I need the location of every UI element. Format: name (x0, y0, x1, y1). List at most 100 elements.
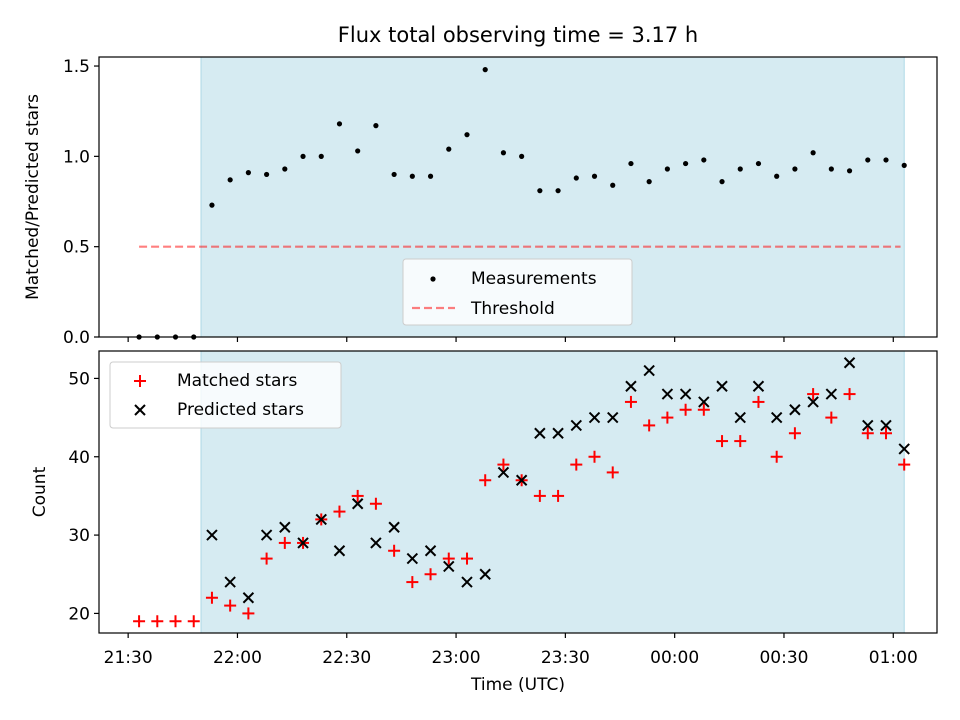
predicted-star-point (570, 419, 583, 432)
predicted-star-point-b (898, 443, 910, 455)
predicted-star-point (388, 521, 400, 533)
matched-star-point (788, 427, 801, 440)
top-panel: 0.0 0.5 1.0 1.5 Matched/Predicted stars Mea… (23, 56, 938, 348)
predicted-star-point-b (698, 396, 710, 408)
measurement-point (264, 171, 270, 178)
matched-star-point (424, 568, 437, 581)
measurement-point (555, 188, 561, 194)
predicted-star-point-b (370, 537, 382, 549)
matched-star-point (752, 395, 765, 408)
matched-star-point (205, 591, 218, 604)
legend-predicted-label: Predicted stars (177, 400, 304, 420)
measurement-point (409, 173, 415, 179)
matched-star-point (825, 411, 838, 424)
predicted-star-point (843, 357, 856, 369)
bottom-y-axis-label: Count (30, 466, 50, 517)
bottom-panel-frame (98, 350, 938, 634)
predicted-star-point (862, 419, 874, 432)
matched-star-point (460, 552, 473, 565)
top-panel-frame (98, 56, 938, 338)
legend-matched-marker (134, 375, 146, 387)
predicted-star-point (880, 419, 892, 432)
predicted-star-point-b (770, 411, 783, 424)
predicted-star-point (461, 576, 473, 588)
predicted-star-point (752, 380, 765, 392)
matched-star-point (570, 458, 583, 471)
x-tick-label: 00:00 (650, 648, 699, 668)
predicted-star-point (679, 388, 692, 400)
measurement-point (537, 188, 543, 194)
predicted-star-point (807, 396, 819, 408)
predicted-star-point-b (862, 419, 874, 432)
predicted-star-point (370, 537, 382, 549)
predicted-star-point-b (515, 474, 528, 486)
predicted-star-point (770, 411, 783, 424)
bottom-legend: Matched stars Predicted stars (109, 361, 342, 429)
x-tick-label: 23:00 (432, 648, 481, 668)
predicted-star-point-b (880, 419, 892, 432)
measurement-point (245, 170, 251, 176)
measurement-point (464, 132, 470, 138)
bottom-legend-box (109, 361, 342, 429)
bottom-x-ticks: 21:30 22:00 22:30 23:00 23:30 00:00 00:30 01:00 (104, 633, 918, 668)
matched-star-point (661, 411, 674, 424)
predicted-star-point (515, 474, 528, 486)
top-legend-box (402, 258, 633, 326)
bottom-y-tick-label: 20 (68, 604, 90, 624)
predicted-star-point-b (534, 427, 546, 439)
predicted-star-point (552, 427, 564, 439)
measurement-point (719, 179, 725, 185)
predicted-star-point (260, 529, 273, 541)
top-y-tick-label: 1.0 (63, 147, 90, 167)
measurement-point (482, 67, 488, 73)
predicted-star-point (242, 592, 255, 604)
predicted-star-point-b (242, 592, 255, 604)
matched-star-point (260, 552, 273, 565)
matched-star-markers (133, 388, 911, 628)
predicted-star-point (898, 443, 910, 455)
predicted-star-point-b (825, 388, 838, 400)
matched-star-point (898, 458, 911, 471)
measurement-point (500, 150, 507, 156)
measurement-point (391, 171, 397, 178)
measurement-point (227, 177, 233, 183)
matched-star-point (369, 497, 382, 510)
predicted-star-point-b (479, 568, 491, 580)
bottom-y-ticks: 20 30 40 50 (68, 369, 99, 624)
predicted-star-point (643, 364, 655, 377)
matched-star-point (624, 395, 637, 408)
predicted-star-point-b (843, 357, 856, 369)
predicted-star-point (224, 576, 236, 588)
measurement-point (628, 160, 634, 167)
predicted-star-point-b (279, 521, 291, 533)
matched-star-point (807, 388, 820, 401)
top-legend: Measurements Threshold (402, 258, 633, 326)
measurement-point (737, 166, 743, 172)
x-tick-label: 21:30 (104, 648, 153, 668)
matched-star-point (716, 435, 729, 448)
matched-star-point (388, 544, 401, 557)
x-tick-label: 01:00 (869, 648, 918, 668)
matched-star-point (151, 615, 164, 628)
top-y-tick-label: 1.5 (63, 57, 90, 77)
measurement-point (427, 173, 434, 179)
predicted-star-point-b (607, 411, 619, 424)
legend-measurements-label: Measurements (471, 269, 597, 289)
measurement-point (774, 173, 780, 179)
matched-star-point (406, 576, 419, 589)
x-axis-label: Time (UTC) (470, 675, 565, 695)
top-y-tick-label: 0.0 (63, 328, 90, 348)
x-tick-label: 00:30 (759, 648, 808, 668)
matched-star-point (606, 466, 619, 479)
x-tick-label: 22:30 (322, 648, 371, 668)
predicted-star-markers (206, 357, 910, 604)
predicted-star-point (279, 521, 291, 533)
x-tick-label: 22:00 (213, 648, 262, 668)
predicted-star-point-b (333, 545, 346, 557)
predicted-star-point-b (315, 513, 327, 526)
measurement-point (282, 166, 288, 172)
measurement-point (828, 166, 834, 172)
measurement-point (883, 157, 889, 163)
measurement-point (646, 179, 652, 185)
predicted-star-point-b (497, 466, 510, 479)
